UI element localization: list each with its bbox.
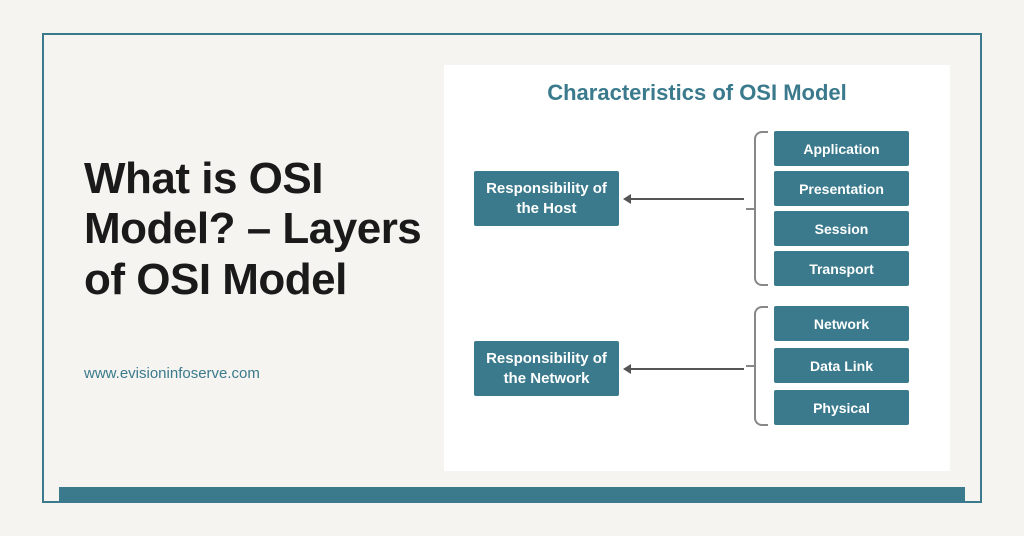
layer-box-session: Session	[774, 211, 909, 246]
arrow-1	[629, 368, 744, 370]
diagram-body: Responsibility of the Host Application Pre…	[464, 126, 930, 446]
diagram-panel: Characteristics of OSI Model Responsibil…	[444, 65, 950, 471]
infographic-frame: What is OSI Model? – Layers of OSI Model…	[42, 33, 982, 503]
group-box-1: Responsibility of the Network	[474, 341, 619, 396]
layer-box-transport: Transport	[774, 251, 909, 286]
layer-box-network: Network	[774, 306, 909, 341]
source-url: www.evisioninfoserve.com	[84, 365, 434, 382]
group-box-0: Responsibility of the Host	[474, 171, 619, 226]
arrow-0	[629, 198, 744, 200]
bracket-0	[754, 131, 768, 286]
diagram-title: Characteristics of OSI Model	[464, 80, 930, 106]
bracket-1	[754, 306, 768, 426]
left-column: What is OSI Model? – Layers of OSI Model…	[84, 65, 444, 471]
layer-box-physical: Physical	[774, 390, 909, 425]
layer-box-presentation: Presentation	[774, 171, 909, 206]
bottom-accent-bar	[59, 487, 965, 501]
page-title: What is OSI Model? – Layers of OSI Model	[84, 154, 434, 306]
layer-box-application: Application	[774, 131, 909, 166]
layer-box-data-link: Data Link	[774, 348, 909, 383]
